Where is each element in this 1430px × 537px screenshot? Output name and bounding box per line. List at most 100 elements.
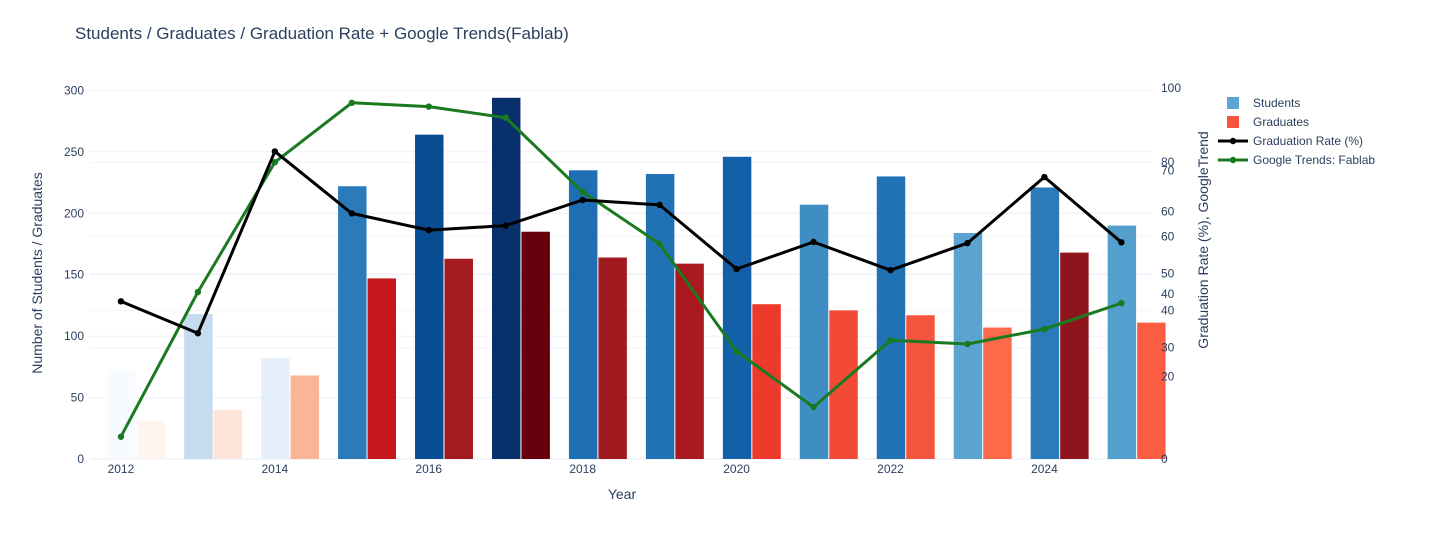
- legend-label: Graduates: [1253, 115, 1309, 129]
- y2-tick-label: 40: [1161, 287, 1175, 301]
- y2-tick-label: 20: [1161, 370, 1175, 384]
- graduation-rate-point: [348, 210, 356, 217]
- x-tick-label: 2014: [261, 462, 288, 476]
- google-trends-point: [733, 348, 740, 355]
- google-trends-point: [1118, 299, 1125, 307]
- legend-swatch: [1227, 116, 1239, 128]
- y-tick-label: 150: [64, 268, 84, 282]
- google-trends-point: [810, 403, 817, 411]
- y-tick-label: 100: [64, 329, 84, 343]
- graduation-rate-point: [502, 222, 509, 229]
- y-tick-label: 200: [64, 206, 84, 220]
- students-bar: [415, 134, 444, 459]
- legend-swatch: [1227, 97, 1239, 109]
- lines-layer: [117, 99, 1125, 440]
- students-bar: [1030, 187, 1060, 459]
- legend-marker: [1229, 137, 1237, 145]
- y2-axis-label: Graduation Rate (%), GoogleTrend: [1195, 131, 1211, 348]
- google-trends-point: [887, 337, 894, 344]
- x-tick-label: 2012: [108, 462, 135, 476]
- students-bar: [568, 170, 598, 460]
- graduates-bar: [1137, 322, 1166, 459]
- google-trends-point: [117, 433, 125, 440]
- google-trends-point: [656, 240, 663, 248]
- y2-tick-label: 80: [1161, 155, 1175, 169]
- students-bar: [491, 97, 521, 460]
- legend-label: Google Trends: Fablab: [1253, 153, 1375, 167]
- graduates-bar: [598, 257, 627, 459]
- y-axis-ticks: 0 50 100 150 200 250 300: [64, 83, 84, 466]
- graduation-rate-point: [733, 265, 740, 273]
- students-bar: [876, 176, 906, 459]
- graduation-rate-point: [194, 330, 202, 337]
- students-bar: [338, 186, 367, 459]
- google-trends-line: [119, 101, 1122, 438]
- y2-tick-label: 50: [1161, 267, 1175, 281]
- students-bar: [722, 156, 752, 459]
- google-trends-point: [425, 103, 432, 110]
- x-axis-label: Year: [608, 486, 637, 502]
- graduation-rate-point: [425, 226, 432, 234]
- y2-tick-label: 60: [1161, 229, 1175, 243]
- google-trends-point: [502, 114, 509, 121]
- students-bar: [107, 369, 136, 459]
- graduation-rate-point: [579, 196, 586, 204]
- google-trends-point: [964, 340, 971, 348]
- legend-label: Students: [1253, 96, 1300, 110]
- graduates-bar: [290, 375, 320, 459]
- y-tick-label: 50: [71, 391, 85, 405]
- graduation-rate-point: [964, 239, 971, 247]
- graduation-rate-point: [656, 201, 663, 209]
- x-axis-ticks: 2012 2014 2016 2018 2020 2022 2024: [108, 462, 1058, 476]
- y2-tick-label: 0: [1161, 452, 1168, 466]
- students-bar: [645, 173, 675, 459]
- graduation-rate-point: [887, 266, 894, 274]
- graduation-rate-point: [1041, 173, 1048, 181]
- y2-tick-label: 70: [1161, 163, 1175, 177]
- graduates-bar: [367, 278, 397, 459]
- graduation-rate-line: [120, 149, 1123, 335]
- y-tick-label: 300: [64, 83, 84, 97]
- x-tick-label: 2018: [569, 462, 596, 476]
- chart-title: Students / Graduates / Graduation Rate +…: [75, 24, 569, 43]
- x-tick-label: 2016: [415, 462, 442, 476]
- legend[interactable]: Students Graduates Graduation Rate (%) Goog…: [1218, 96, 1375, 167]
- y-tick-label: 0: [77, 452, 84, 466]
- x-tick-label: 2024: [1031, 462, 1058, 476]
- graduation-rate-point: [810, 238, 817, 246]
- legend-marker: [1229, 156, 1237, 164]
- y-axis-label: Number of Students / Graduates: [29, 172, 45, 374]
- y2-tick-label: 100: [1161, 81, 1181, 95]
- google-trends-point: [194, 288, 202, 296]
- y2-tick-label: 30: [1161, 341, 1175, 355]
- google-trends-point: [348, 99, 356, 107]
- students-bar: [184, 314, 213, 459]
- x-tick-label: 2022: [877, 462, 904, 476]
- graduation-rate-point: [117, 298, 125, 305]
- google-trends-point: [271, 159, 279, 166]
- students-bar: [261, 358, 290, 459]
- y2-tick-label: 40: [1161, 304, 1175, 318]
- google-trends-point: [1041, 325, 1048, 333]
- y-tick-label: 250: [64, 145, 84, 159]
- graduates-bar: [675, 263, 704, 459]
- y2-tick-label: 60: [1161, 205, 1175, 219]
- google-trends-point: [579, 188, 586, 196]
- graduates-bar: [983, 327, 1012, 459]
- graduates-bar: [213, 409, 243, 459]
- bars-layer: [107, 97, 1166, 460]
- x-tick-label: 2020: [723, 462, 750, 476]
- legend-label: Graduation Rate (%): [1253, 134, 1363, 148]
- graduation-rate-point: [1118, 239, 1125, 246]
- graduates-bar: [906, 315, 935, 459]
- y2-axis-ticks: 0 30 40 50 60 80 100 20 40 60 70: [1161, 81, 1181, 466]
- graduates-bar: [521, 231, 550, 459]
- graduates-bar: [829, 310, 858, 459]
- graduation-rate-point: [271, 148, 279, 155]
- grid-lines: [90, 87, 1152, 460]
- graduates-bar: [136, 420, 166, 459]
- students-bar: [1107, 225, 1137, 459]
- graduates-bar: [1060, 252, 1089, 459]
- graduates-bar: [444, 258, 473, 459]
